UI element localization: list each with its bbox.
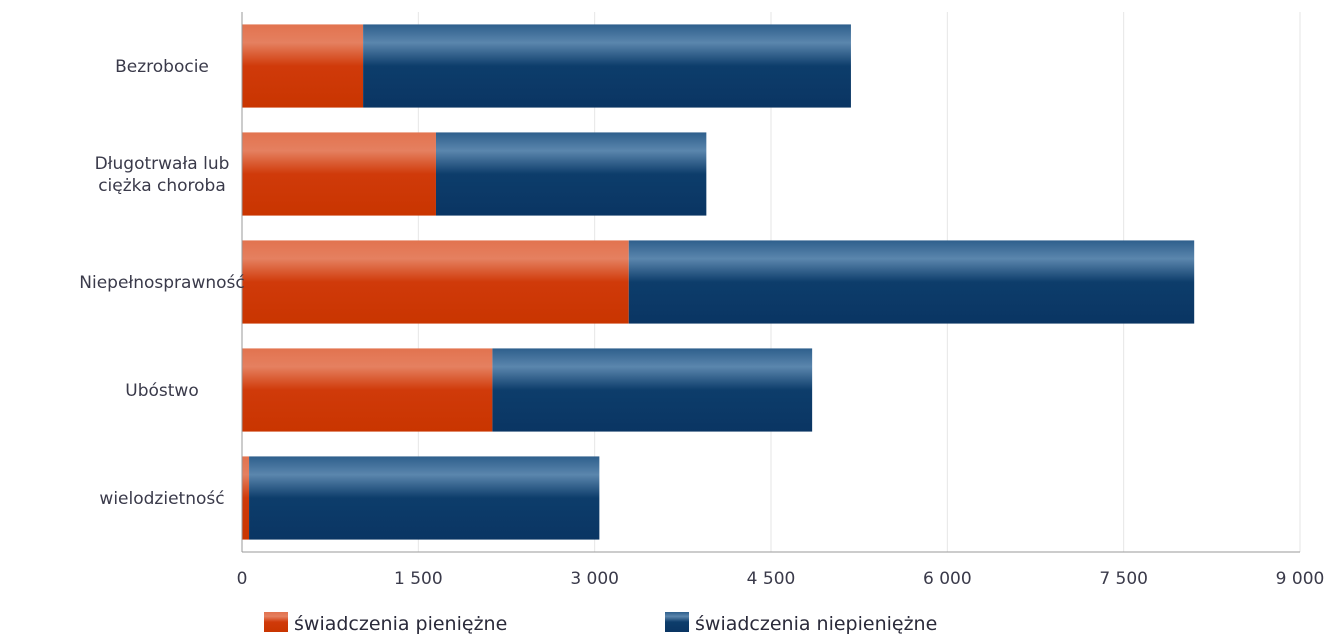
bar-segment-noncash <box>492 348 813 432</box>
x-tick-label: 1 500 <box>394 569 443 589</box>
legend-swatch-cash <box>264 612 288 632</box>
category-label: Długotrwała lub ciężka choroba <box>95 154 230 196</box>
bar-segment-noncash <box>435 132 707 216</box>
bar-segment-cash <box>242 132 436 216</box>
x-tick-labels: 0 1 500 3 000 4 500 6 000 7 500 9 000 <box>237 569 1325 589</box>
bar-segment-noncash <box>628 240 1195 324</box>
category-label: Bezrobocie <box>115 57 209 77</box>
x-tick-label: 4 500 <box>747 569 796 589</box>
legend: świadczenia pieniężne świadczenia niepie… <box>264 612 937 635</box>
bar-segment-cash <box>242 348 493 432</box>
bar-segment-noncash <box>363 24 851 108</box>
legend-label-noncash: świadczenia niepieniężne <box>695 613 937 635</box>
bars-layer <box>242 24 1195 540</box>
bar-segment-cash <box>242 240 629 324</box>
bar-segment-cash <box>242 456 250 540</box>
x-tick-label: 9 000 <box>1276 569 1325 589</box>
category-label: wielodzietność <box>99 489 224 509</box>
legend-label-cash: świadczenia pieniężne <box>294 613 507 635</box>
category-label: Niepełnosprawność <box>79 273 245 293</box>
bar-segment-noncash <box>249 456 600 540</box>
legend-swatch-noncash <box>665 612 689 632</box>
category-labels: Bezrobocie Długotrwała lub ciężka choroba N… <box>79 57 245 509</box>
x-tick-label: 7 500 <box>1099 569 1148 589</box>
category-label: Ubóstwo <box>125 381 198 401</box>
bar-segment-cash <box>242 24 364 108</box>
x-tick-label: 6 000 <box>923 569 972 589</box>
x-tick-label: 3 000 <box>570 569 619 589</box>
x-tick-label: 0 <box>237 569 248 589</box>
